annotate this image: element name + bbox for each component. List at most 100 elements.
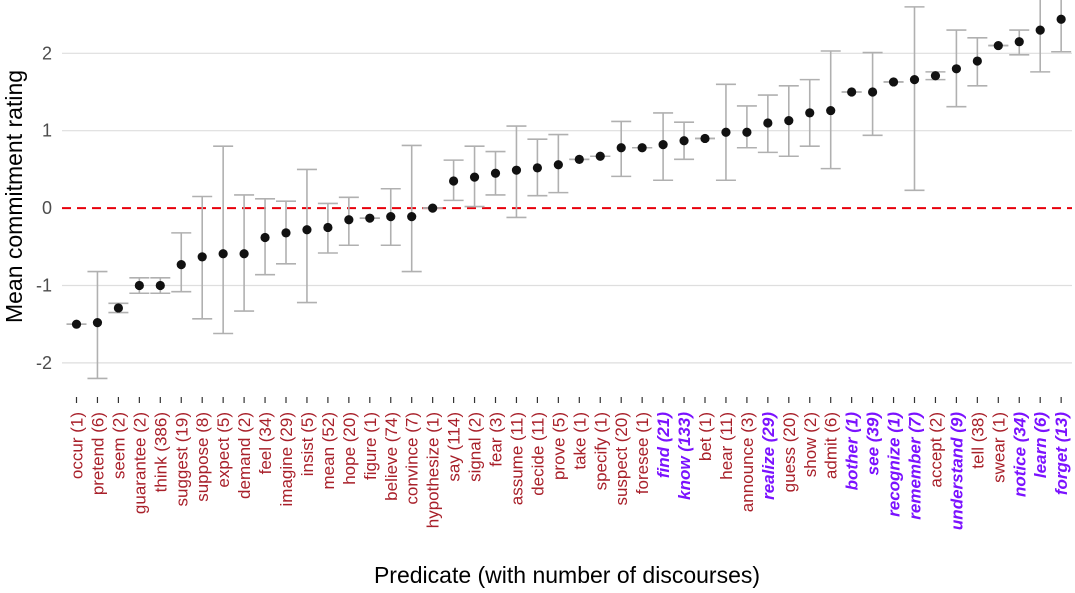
x-tick-label: suggest (19) [172,412,191,507]
x-tick-label: hear (11) [717,412,736,480]
x-tick-label: hypothesize (1) [424,412,443,528]
data-point [365,213,375,223]
x-tick-label: notice (34) [1010,412,1029,497]
data-point [700,133,710,144]
x-tick-label: fear (3) [487,412,506,467]
x-tick-label: believe (74) [382,412,401,501]
data-point [323,222,333,233]
data-point [784,116,794,126]
data-point [469,172,480,182]
data-points [71,14,1066,329]
error-bar [1051,0,1072,53]
x-tick-label: seem (2) [109,412,128,479]
data-point [176,260,186,270]
data-point [302,225,312,235]
data-point [637,143,647,153]
x-tick-label: know (133) [675,412,694,500]
data-point [449,176,459,186]
x-tick-label: realize (29) [759,412,778,500]
data-point [574,154,584,164]
x-tick-label: mean (52) [319,412,338,489]
x-tick-label: guess (20) [780,412,799,492]
x-tick-label: think (386) [151,412,170,492]
y-axis-title: Mean commitment rating [1,70,27,323]
y-axis-ticks: -2 -1 0 1 2 [36,43,52,373]
x-tick-label: specify (1) [591,412,610,490]
error-bar [296,168,317,304]
x-tick-label: occur (1) [68,412,87,479]
x-tick-label: pretend (6) [88,412,107,495]
x-tick-label: announce (3) [738,412,757,512]
data-point [847,87,857,97]
y-tick-label: 1 [42,121,52,141]
data-point [281,228,291,238]
data-point [888,77,899,87]
x-tick-label: recognize (1) [885,412,904,517]
data-point [407,212,417,222]
y-tick-label: 2 [42,43,52,63]
data-point [92,318,103,328]
x-tick-label: admit (6) [822,412,841,479]
x-tick-label: bother (1) [843,412,862,491]
data-point [658,140,668,150]
error-bar [401,144,422,273]
y-tick-label: -1 [36,276,52,296]
x-tick-label: assume (11) [507,412,526,505]
data-point [218,249,228,259]
x-axis-title: Predicate (with number of discourses) [374,562,760,588]
data-point [428,203,438,213]
x-tick-label: accept (2) [926,412,945,488]
x-tick-label: prove (5) [549,412,568,480]
x-tick-label: suppose (8) [193,412,212,502]
data-point [616,143,626,153]
data-point [972,56,982,66]
x-tick-label: understand (9) [947,412,966,530]
data-point [805,108,815,118]
data-point [155,280,165,291]
x-tick-label: take (1) [570,412,589,470]
gridlines [62,52,1072,364]
data-point [490,168,501,178]
x-tick-label: figure (1) [361,412,380,480]
x-tick-label: tell (38) [968,412,987,469]
x-tick-label: learn (6) [1031,412,1050,478]
x-axis-ticks: occur (1) pretend (6) seem (2) guarantee (2… [68,397,1071,530]
data-point [532,163,543,173]
data-point [742,127,752,137]
data-point [909,75,920,85]
data-point [386,212,396,222]
data-point [595,151,605,161]
data-point [868,87,878,97]
x-tick-label: signal (2) [466,412,485,482]
x-tick-label: guarantee (2) [130,412,149,514]
x-tick-label: find (21) [654,412,673,478]
x-tick-label: hope (20) [340,412,359,485]
x-tick-label: show (2) [801,412,820,477]
x-tick-label: bet (1) [696,412,715,461]
x-tick-label: decide (11) [528,412,547,496]
x-tick-label: swear (1) [989,412,1008,483]
data-point [763,118,773,128]
y-tick-label: -2 [36,353,52,373]
x-tick-label: demand (2) [235,412,254,499]
data-point [679,136,689,146]
data-point [951,64,962,74]
x-tick-label: forget (13) [1052,412,1071,495]
data-point [1035,25,1045,35]
x-tick-label: insist (5) [298,412,317,476]
data-point [993,40,1003,51]
data-point [197,252,207,262]
x-tick-label: imagine (29) [277,412,296,507]
x-tick-label: feel (34) [256,412,275,474]
x-tick-label: convince (7) [403,412,422,505]
y-tick-label: 0 [42,198,52,218]
error-bars [66,0,1072,380]
error-bar [1030,0,1051,73]
data-point [134,280,144,291]
data-point [344,215,354,225]
data-point [260,232,270,243]
x-tick-label: remember (7) [906,412,925,520]
data-point [1056,14,1066,24]
data-point [71,319,82,329]
